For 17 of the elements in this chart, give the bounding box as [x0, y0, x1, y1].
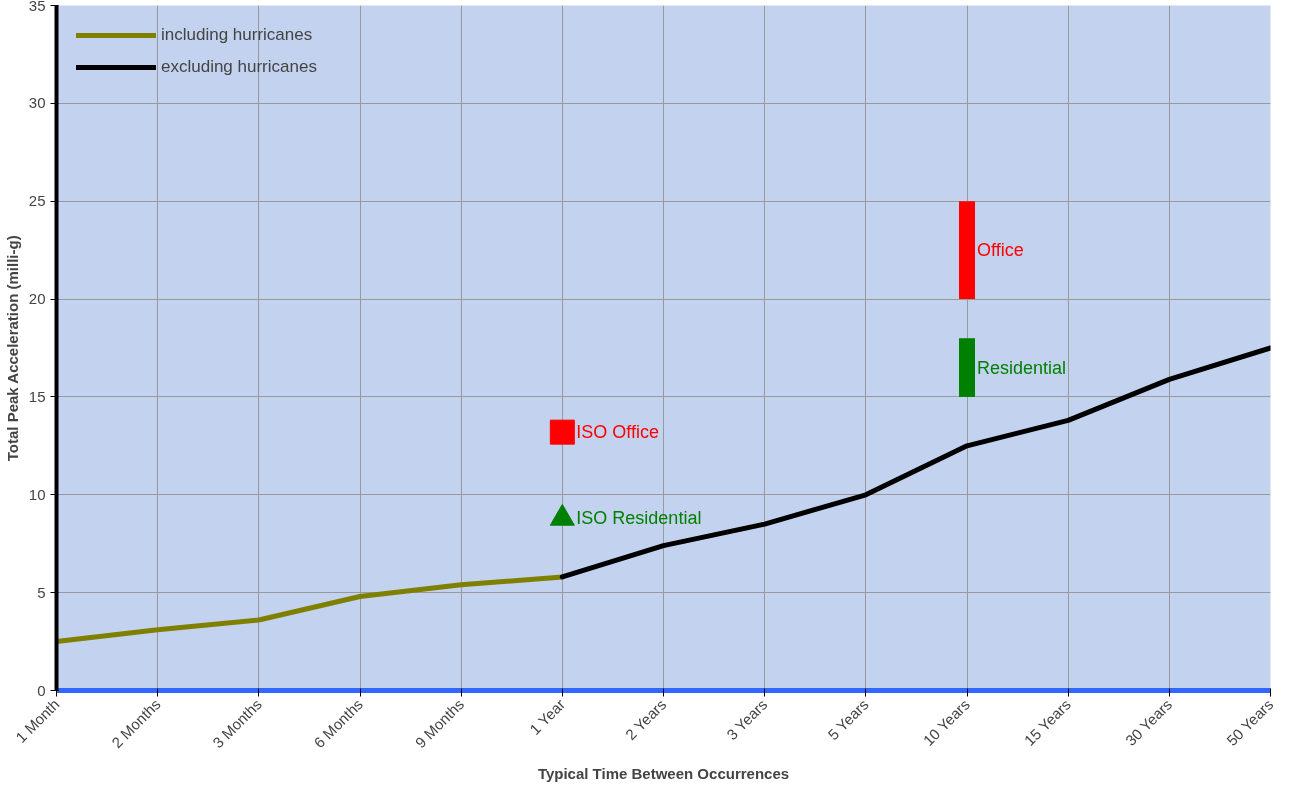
y-tick-label: 5	[37, 583, 46, 601]
x-axis-title: Typical Time Between Occurrences	[537, 765, 790, 783]
y-tick-label: 35	[28, 0, 46, 14]
legend-label: including hurricanes	[161, 25, 313, 45]
legend-label: excluding hurricanes	[161, 57, 317, 77]
y-tick-label: 15	[28, 387, 46, 405]
y-tick-label: 25	[28, 192, 46, 210]
y-axis-title: Total Peak Acceleration (milli-g)	[3, 235, 21, 462]
x-tick-label: 1 Year	[526, 695, 569, 738]
y-tick-label: 30	[28, 94, 46, 112]
series-label: Office	[977, 240, 1024, 261]
y-tick-label: 10	[28, 485, 46, 503]
y-tick-label: 20	[28, 290, 46, 308]
series-label: ISO Office	[576, 422, 660, 443]
series-label: ISO Residential	[576, 508, 702, 529]
series-label: Residential	[977, 357, 1067, 378]
y-tick-label: 0	[37, 681, 46, 699]
